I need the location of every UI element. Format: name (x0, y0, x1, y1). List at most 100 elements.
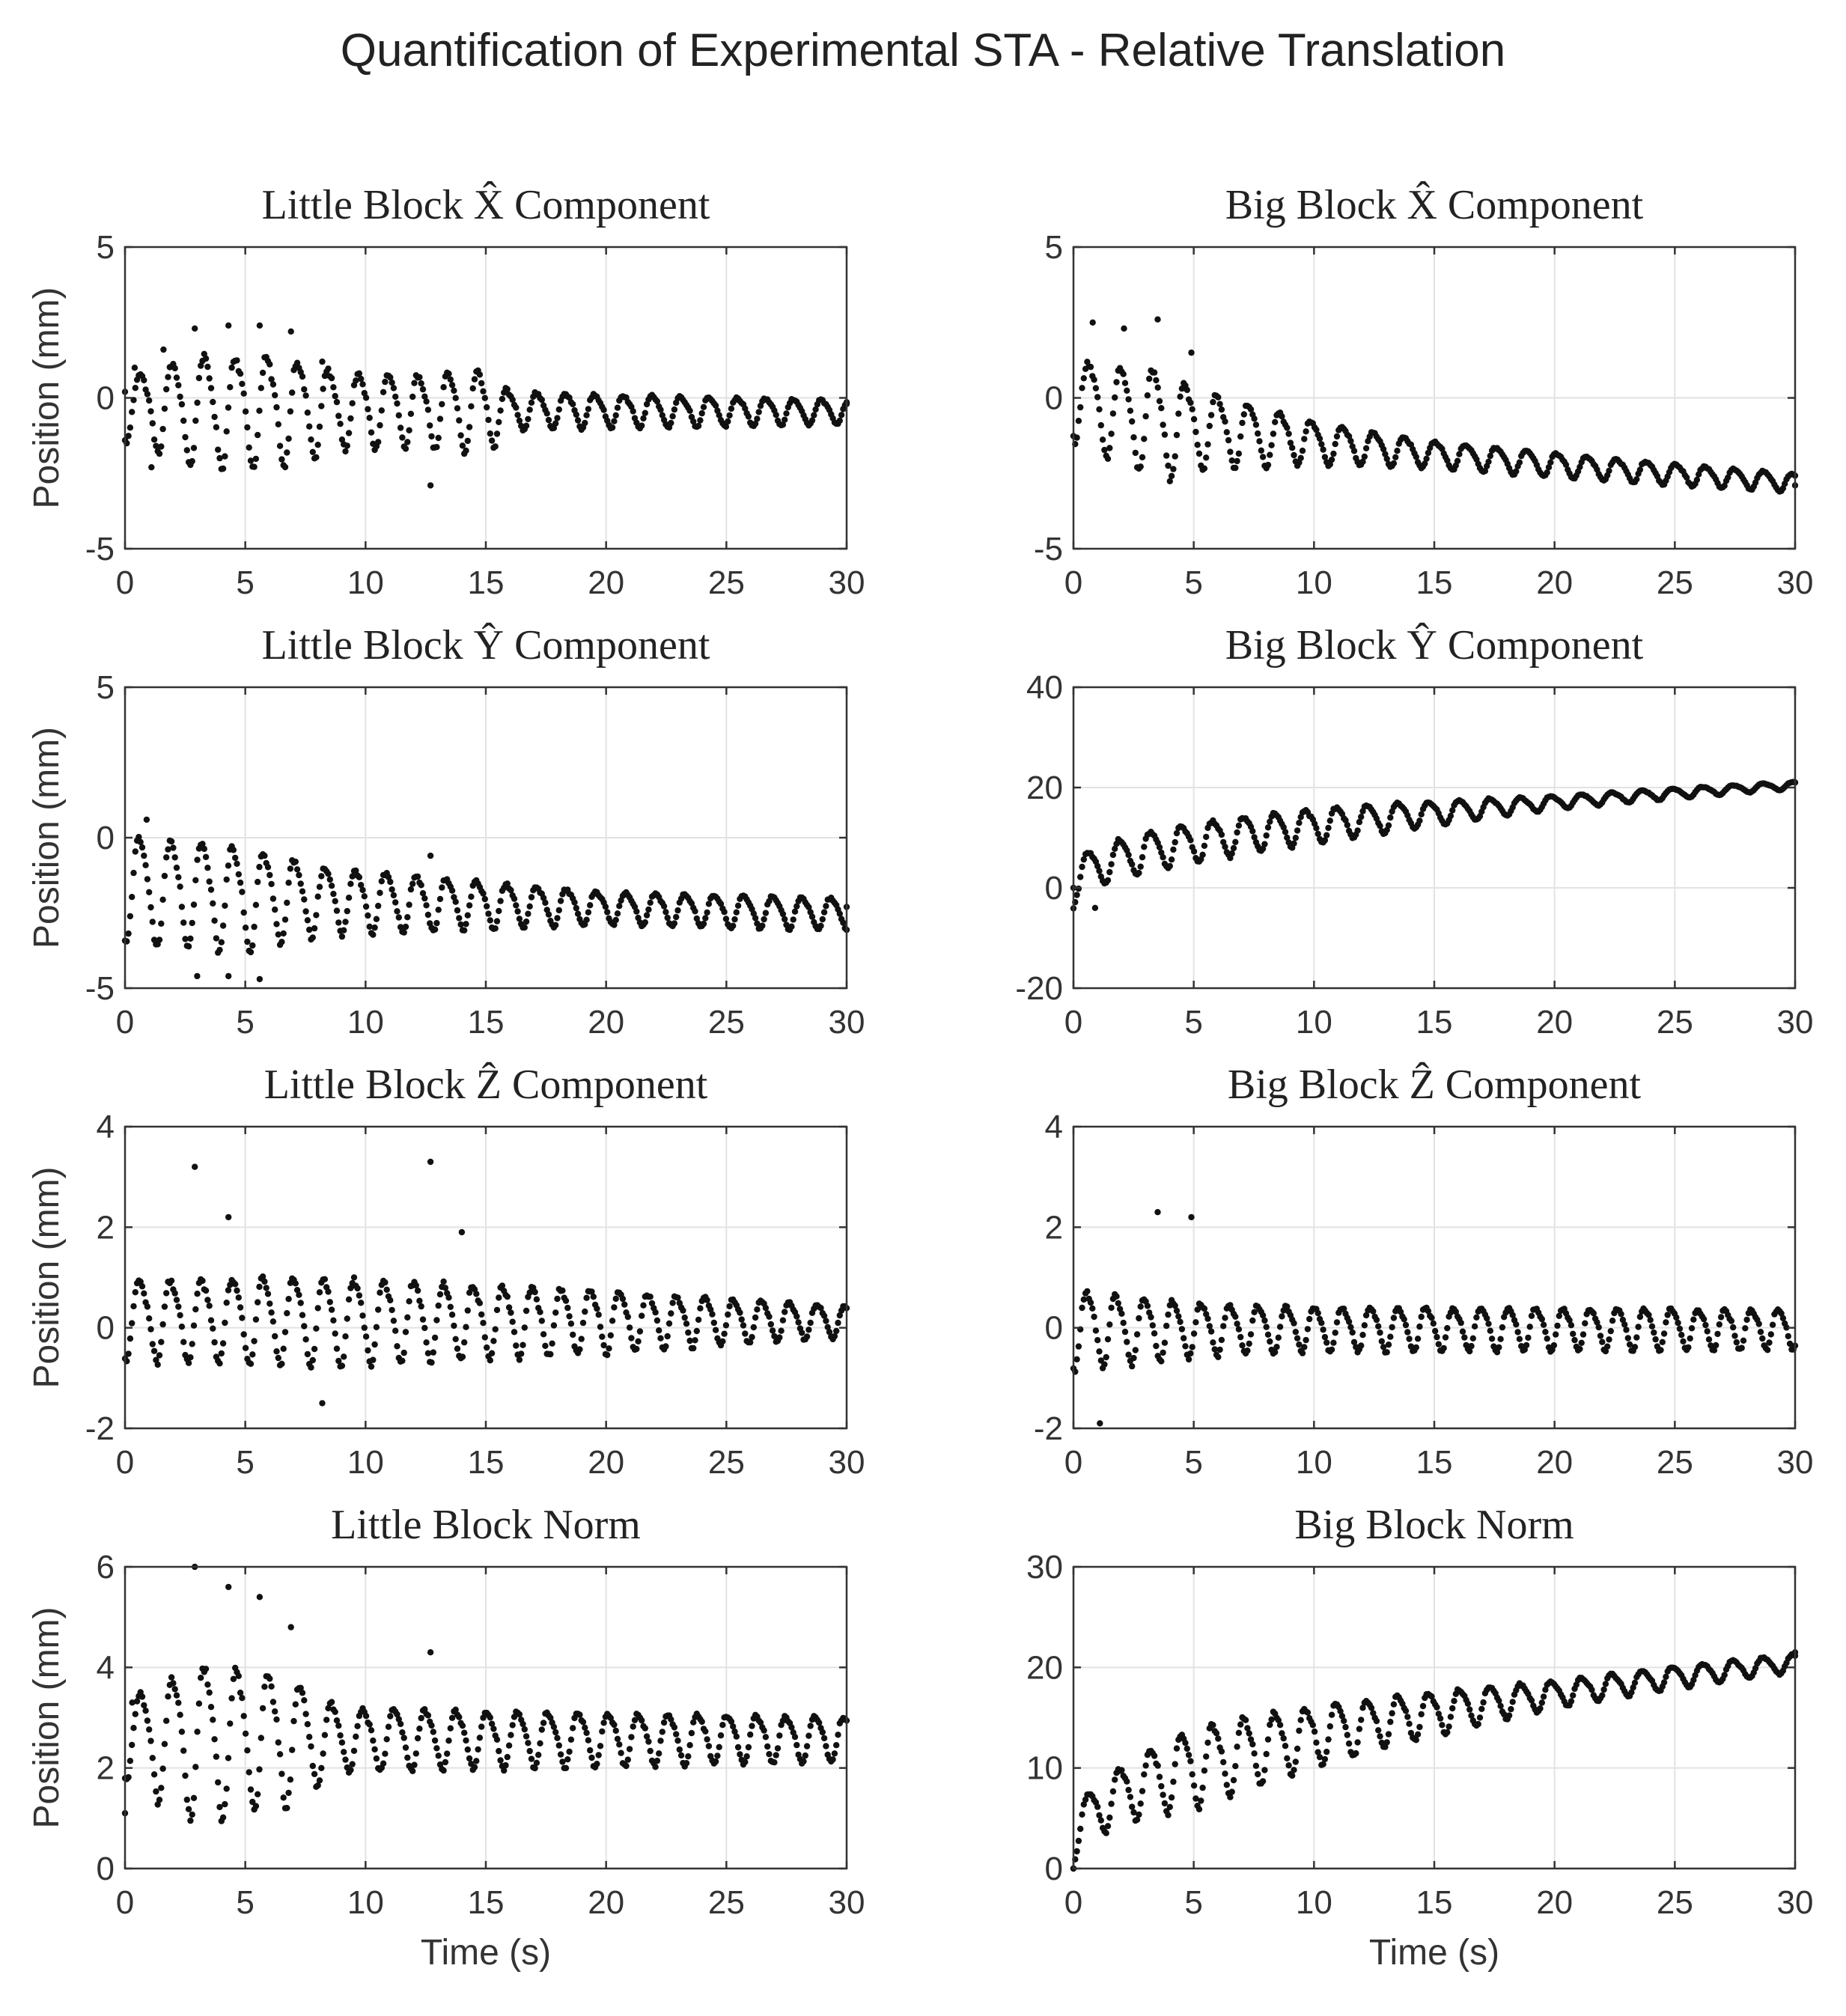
data-point (793, 903, 800, 910)
data-point (400, 929, 407, 936)
data-point (387, 1297, 394, 1304)
data-point (299, 888, 306, 895)
data-point (795, 1319, 802, 1326)
data-point (159, 896, 166, 904)
data-point (1130, 1354, 1137, 1362)
data-point (273, 403, 280, 411)
data-point (1485, 1321, 1492, 1327)
data-point (1170, 846, 1177, 853)
data-point (552, 922, 559, 929)
data-point (252, 1803, 260, 1809)
data-point (202, 1666, 210, 1672)
data-point (564, 1304, 571, 1312)
data-point (643, 1733, 651, 1740)
data-point (259, 1273, 266, 1280)
data-point (281, 1329, 289, 1336)
data-point (301, 1323, 308, 1330)
data-point (466, 902, 473, 909)
data-point (190, 445, 198, 451)
x-tick-label: 20 (1536, 564, 1573, 601)
data-point (144, 391, 151, 398)
data-point (695, 422, 702, 430)
data-point (211, 1736, 218, 1743)
data-point (350, 1274, 358, 1281)
data-point (464, 1307, 471, 1314)
data-point (631, 1717, 639, 1723)
data-point (1075, 418, 1082, 424)
data-point (138, 844, 146, 851)
data-point (457, 921, 464, 928)
data-point (272, 1333, 278, 1340)
data-point (654, 1757, 661, 1764)
data-point (175, 382, 182, 389)
data-point (493, 918, 501, 925)
data-point (1294, 1335, 1301, 1342)
data-point (159, 425, 166, 433)
data-point (1216, 1346, 1223, 1353)
data-point (177, 393, 183, 401)
data-point (368, 429, 375, 436)
data-point (1101, 446, 1108, 454)
data-point (239, 1315, 246, 1321)
data-point (807, 1319, 814, 1327)
data-point (1177, 393, 1184, 400)
data-point (445, 1738, 452, 1744)
data-point (1375, 1727, 1382, 1734)
data-point (451, 387, 457, 394)
data-point (1505, 1712, 1513, 1719)
data-point (412, 1282, 419, 1289)
data-point (1165, 462, 1172, 469)
data-point (1344, 1732, 1351, 1738)
data-point (562, 1764, 570, 1771)
data-point (762, 910, 770, 916)
data-point (1125, 1786, 1132, 1794)
data-point (793, 1313, 800, 1320)
data-point (129, 1741, 135, 1749)
data-point (476, 371, 484, 378)
data-point (342, 1756, 349, 1763)
data-point (463, 921, 469, 928)
data-point (1211, 1346, 1218, 1353)
data-point (1252, 421, 1260, 428)
data-point (311, 925, 318, 932)
data-point (132, 848, 138, 855)
data-point (302, 1711, 309, 1717)
y-tick-label: 10 (1026, 1750, 1063, 1787)
data-point (1139, 853, 1146, 861)
data-point (1358, 814, 1365, 820)
data-point (1508, 1705, 1514, 1713)
data-point (516, 1356, 523, 1363)
data-point (255, 431, 261, 439)
data-point (674, 907, 681, 914)
x-tick-label: 30 (829, 1004, 865, 1041)
data-point (216, 454, 223, 462)
data-point (183, 1796, 190, 1803)
data-point (1423, 455, 1430, 462)
data-point (1660, 1679, 1668, 1686)
data-point (1497, 1702, 1504, 1709)
data-point (1325, 824, 1332, 832)
data-point (504, 880, 511, 887)
data-point (414, 873, 421, 880)
data-point (585, 909, 592, 916)
data-point (1473, 1314, 1480, 1321)
data-point (273, 1348, 280, 1355)
data-point (599, 1333, 606, 1340)
data-point (1149, 1322, 1157, 1329)
data-point (1356, 1726, 1363, 1732)
data-point (1139, 1788, 1146, 1794)
data-point (1280, 823, 1287, 831)
data-point (1168, 472, 1175, 479)
data-point (835, 1319, 841, 1327)
data-point (362, 903, 370, 910)
data-point (278, 1770, 285, 1777)
data-point (1222, 844, 1228, 850)
x-axis-label: Time (s) (421, 1933, 551, 1973)
x-tick-label: 5 (236, 1444, 254, 1481)
data-point (421, 1706, 428, 1713)
data-point (375, 1306, 382, 1313)
y-tick-label: 2 (97, 1209, 115, 1246)
data-point (1185, 1752, 1192, 1758)
data-point (639, 422, 645, 429)
data-point (1267, 451, 1273, 458)
